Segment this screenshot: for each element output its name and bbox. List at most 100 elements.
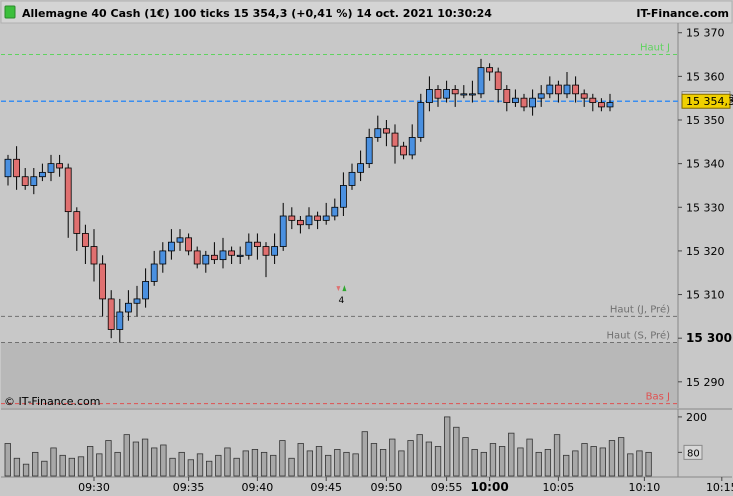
sell-signal-arrow <box>336 286 341 292</box>
volume-bar <box>379 449 387 477</box>
candle-body <box>202 254 210 265</box>
candle-body <box>288 215 296 221</box>
volume-bar <box>13 457 21 477</box>
low-zone-shading <box>1 342 678 408</box>
candle-body <box>443 89 451 99</box>
candle-body <box>150 263 158 282</box>
candle-body <box>589 97 597 103</box>
volume-bar <box>77 456 85 477</box>
volume-bar <box>123 434 130 477</box>
volume-bar <box>132 441 140 477</box>
candle <box>537 85 545 107</box>
candle-body <box>82 233 89 247</box>
candle <box>228 246 236 264</box>
candle <box>56 154 63 177</box>
volume-bar <box>233 457 240 477</box>
candle <box>133 285 141 317</box>
level-label: Haut (S, Pré) <box>607 330 671 342</box>
status-icon[interactable] <box>4 5 16 19</box>
candle-body <box>486 67 494 73</box>
candle-body <box>56 163 63 169</box>
volume-bar <box>398 450 405 477</box>
candle <box>21 168 29 190</box>
candle <box>99 255 106 317</box>
candle <box>425 76 433 112</box>
x-tick-label: 09:40 <box>242 481 274 494</box>
candle <box>434 85 442 107</box>
volume-bar <box>517 447 524 477</box>
x-tick-label: 10:10 <box>629 481 661 494</box>
volume-bar <box>325 454 332 477</box>
candle <box>529 89 536 116</box>
signal-label: 4 <box>339 296 345 306</box>
candle-body <box>4 158 12 178</box>
candle <box>572 76 579 103</box>
candle-body <box>512 97 519 103</box>
volume-bar <box>416 434 423 477</box>
volume-bar <box>544 449 552 477</box>
candle-body <box>322 215 330 221</box>
volume-bar <box>553 434 561 477</box>
volume-bar <box>563 454 570 477</box>
brand-label: IT-Finance.com <box>636 7 729 20</box>
candle-body <box>133 298 141 304</box>
candle-body <box>434 89 442 99</box>
volume-bar <box>96 453 103 477</box>
volume-bar <box>288 457 295 477</box>
volume-bar <box>50 447 57 477</box>
candle <box>245 233 253 260</box>
candle <box>73 207 81 251</box>
candle-body <box>245 241 253 256</box>
candle <box>167 229 175 260</box>
candle-body <box>159 250 167 265</box>
x-tick-label: 09:45 <box>310 481 342 494</box>
candle <box>279 202 287 251</box>
x-tick-label: 10:00 <box>470 480 508 494</box>
volume-bar <box>242 450 249 477</box>
volume-bar <box>608 440 616 477</box>
candle-body <box>305 215 313 226</box>
volume-bar <box>508 432 515 477</box>
candle <box>408 124 416 160</box>
candle <box>477 58 485 99</box>
volume-bar <box>498 446 506 477</box>
last-price-label: 15 354,3 <box>686 95 733 108</box>
candle-body <box>460 93 468 96</box>
candle <box>305 207 313 230</box>
candle-body <box>580 93 588 99</box>
candle <box>159 242 167 273</box>
candle <box>494 67 502 103</box>
volume-bar <box>251 449 259 477</box>
x-tick-label: 10:15 <box>706 481 733 494</box>
candle-body <box>99 263 106 300</box>
candle-body <box>546 84 554 95</box>
candle-body <box>296 219 304 226</box>
volume-y-tick-label: 80 <box>687 448 700 459</box>
candle-body <box>503 89 511 103</box>
candle-body <box>236 254 244 257</box>
volume-bar <box>224 447 231 477</box>
volume-bar <box>151 447 158 477</box>
candle <box>382 120 390 147</box>
candle <box>210 242 218 264</box>
candle-body <box>365 137 373 165</box>
volume-bar <box>279 440 286 477</box>
candle-body <box>520 97 528 108</box>
candle <box>374 115 382 142</box>
volume-bar <box>480 451 487 477</box>
candle-body <box>391 132 399 147</box>
candle-body <box>39 171 46 178</box>
candle <box>288 207 296 230</box>
candle <box>357 150 365 182</box>
volume-bar <box>32 451 39 477</box>
y-tick-label: 15 330 <box>686 201 725 214</box>
candle-body <box>107 298 115 330</box>
candle-body <box>73 211 81 234</box>
candle-body <box>21 176 29 186</box>
volume-bar <box>4 443 11 477</box>
volume-bar <box>169 457 176 477</box>
volume-bar <box>590 446 597 477</box>
candle <box>365 128 373 168</box>
volume-bar <box>617 437 625 477</box>
